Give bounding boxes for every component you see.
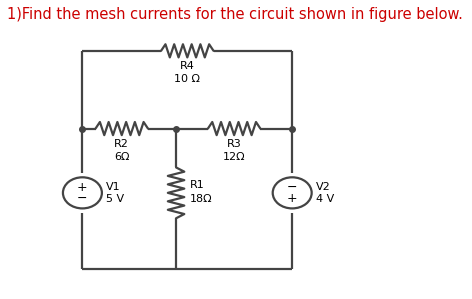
- Text: V2: V2: [316, 182, 331, 192]
- Text: −: −: [77, 192, 88, 205]
- Text: 12Ω: 12Ω: [223, 152, 245, 161]
- Text: R2: R2: [114, 139, 129, 149]
- Text: 4 V: 4 V: [316, 194, 335, 205]
- Text: 10 Ω: 10 Ω: [174, 74, 200, 84]
- Text: 5 V: 5 V: [106, 194, 125, 205]
- Text: 1)Find the mesh currents for the circuit shown in figure below.: 1)Find the mesh currents for the circuit…: [8, 7, 464, 22]
- Text: −: −: [287, 181, 297, 194]
- Text: 18Ω: 18Ω: [190, 194, 213, 205]
- Text: +: +: [77, 181, 88, 194]
- Text: R4: R4: [180, 61, 195, 71]
- Text: R1: R1: [190, 180, 205, 190]
- Text: 6Ω: 6Ω: [114, 152, 129, 161]
- Text: +: +: [287, 192, 297, 205]
- Text: V1: V1: [106, 182, 121, 192]
- Text: R3: R3: [227, 139, 242, 149]
